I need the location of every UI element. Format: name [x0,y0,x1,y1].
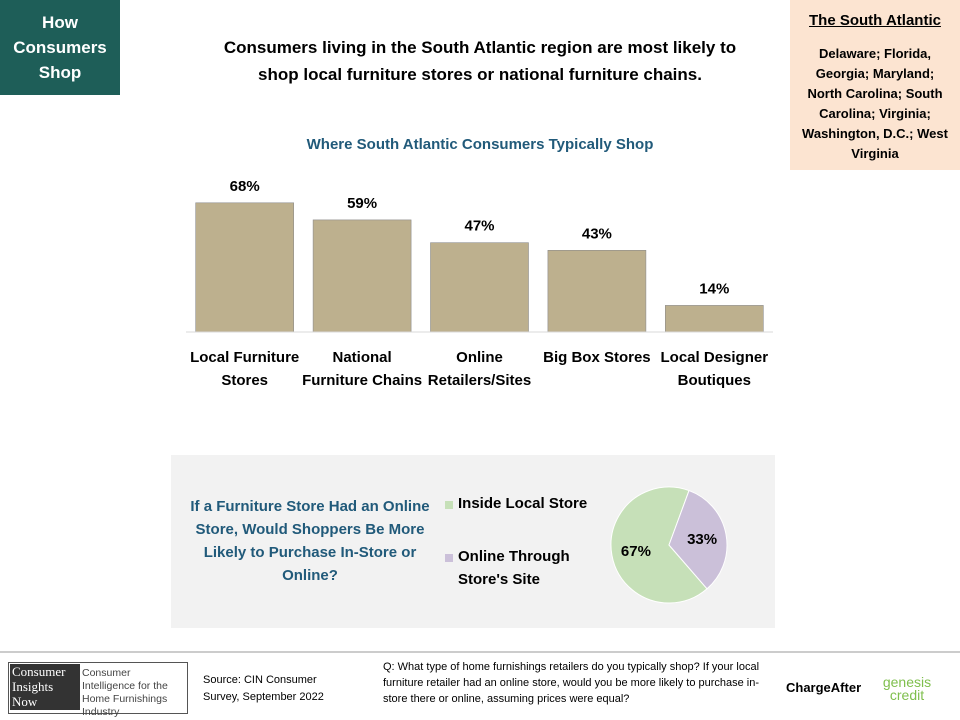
section-box [0,0,120,95]
question: Q: What type of home furnishings retaile… [383,661,760,705]
x-tick-label: Big Box Stores [543,349,651,366]
value-label: 47% [464,218,494,235]
legend-label: Online Through Store's Site [458,548,570,588]
pie-chart-title: If a Furniture Store Had an Online Store… [190,498,430,584]
logo [8,662,188,714]
bar [664,305,764,333]
pie-label: 33% [687,531,717,548]
legend-swatch [445,501,453,509]
x-tick-label: National Furniture Chains [302,349,423,389]
value-label: 59% [347,195,377,212]
bar [312,219,412,333]
region-states: Delaware; Florida, Georgia; Maryland; No… [802,46,948,161]
region-box [790,0,960,170]
x-tick-label: Local Designer Boutiques [660,349,769,389]
sponsor-genesis: genesis credit [882,674,932,703]
pie-slice [610,486,708,604]
sponsor-chargeafter: ChargeAfter [786,680,862,695]
logo-tagline: Consumer Intelligence for the Home Furni… [82,667,168,718]
bar [430,242,529,333]
bar [547,250,647,333]
headline: Consumers living in the South Atlantic r… [223,38,737,84]
value-label: 14% [699,280,729,297]
legend-swatch [445,554,453,562]
bar [195,202,294,333]
section-label: How Consumers Shop [13,13,107,82]
x-tick-label: Online Retailers/Sites [427,349,532,389]
region-title: The South Atlantic [809,12,941,29]
pie-label: 67% [621,543,651,560]
bar-chart-title: Where South Atlantic Consumers Typically… [306,136,654,153]
logo-name: Consumer Insights Now [10,664,80,710]
pie-slice [668,489,728,590]
value-label: 43% [582,225,612,242]
legend-label: Inside Local Store [458,495,588,512]
source: Source: CIN Consumer Survey, September 2… [203,674,324,703]
value-label: 68% [230,178,260,195]
x-tick-label: Local Furniture Stores [190,349,300,389]
